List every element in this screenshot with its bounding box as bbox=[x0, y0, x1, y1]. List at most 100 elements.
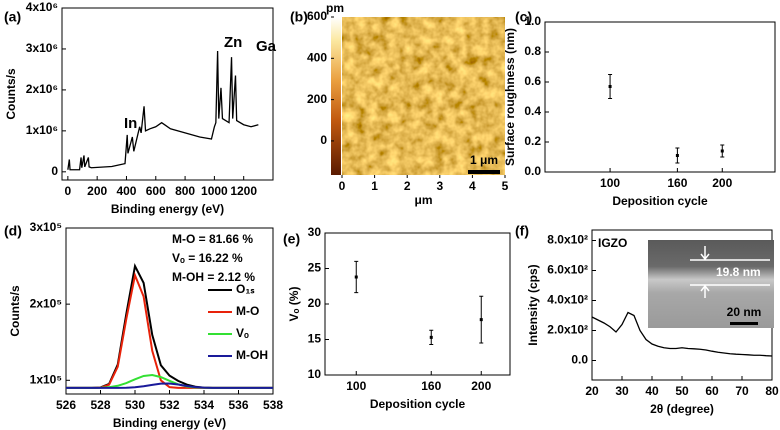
data-line bbox=[67, 50, 259, 171]
colorbar-tick-label: 400 bbox=[307, 50, 327, 64]
y-tick-label: 0.6 bbox=[524, 74, 541, 88]
afm-image bbox=[342, 17, 505, 175]
x-axis-label: Binding energy (eV) bbox=[113, 416, 226, 430]
colorbar-tick-label: 600 bbox=[307, 9, 327, 23]
x-tick-label: 526 bbox=[56, 398, 76, 412]
y-tick-label: 0.2 bbox=[524, 134, 541, 148]
y-axis-label: Vₒ (%) bbox=[287, 287, 301, 322]
data-point bbox=[675, 154, 679, 157]
annotation: Zn bbox=[224, 34, 242, 51]
y-tick-label: 25 bbox=[308, 261, 322, 275]
x-tick-label: 40 bbox=[645, 384, 659, 398]
y-tick-label: 0.4 bbox=[524, 104, 541, 118]
y-tick-label: 20 bbox=[308, 296, 322, 310]
data-point bbox=[479, 318, 483, 322]
plot-frame bbox=[544, 21, 776, 173]
annotation: Vₒ = 16.22 % bbox=[172, 251, 243, 265]
y-tick-label: 6.0x10² bbox=[547, 263, 588, 277]
y-tick-label: 1.0 bbox=[524, 14, 541, 28]
x-tick-label: 200 bbox=[471, 379, 491, 393]
y-axis-label: Intensity (cps) bbox=[526, 264, 540, 345]
scalebar bbox=[468, 170, 500, 174]
y-tick-label: 10 bbox=[308, 367, 322, 381]
scalebar-label: 1 μm bbox=[470, 153, 498, 167]
tem-inset bbox=[648, 240, 774, 328]
x-tick-label: 80 bbox=[765, 384, 779, 398]
x-tick-label: 1 bbox=[371, 179, 378, 193]
y-tick-label: 2.0x10² bbox=[547, 323, 588, 337]
annotation: M-O = 81.66 % bbox=[172, 232, 253, 246]
x-tick-label: 532 bbox=[159, 398, 179, 412]
x-tick-label: 200 bbox=[712, 176, 732, 190]
x-tick-label: 2 bbox=[404, 179, 411, 193]
x-tick-label: 534 bbox=[194, 398, 214, 412]
x-tick-label: 60 bbox=[705, 384, 719, 398]
x-tick-label: 100 bbox=[346, 379, 366, 393]
legend-label: Vₒ bbox=[236, 326, 249, 340]
y-tick-label: 8.0x10² bbox=[547, 233, 588, 247]
data-point bbox=[608, 85, 612, 88]
data-line bbox=[66, 382, 273, 389]
x-axis-label: 2θ (degree) bbox=[650, 402, 714, 416]
y-tick-label: 0.0 bbox=[524, 164, 541, 178]
y-tick-label: 2x10⁵ bbox=[30, 296, 62, 310]
y-tick-label: 15 bbox=[308, 332, 322, 346]
y-tick-label: 1x10⁵ bbox=[30, 372, 62, 386]
x-tick-label: 50 bbox=[675, 384, 689, 398]
thickness-arrows bbox=[690, 246, 770, 298]
x-tick-label: 600 bbox=[146, 184, 166, 198]
y-axis-label: Counts/s bbox=[8, 285, 22, 337]
y-tick-label: 0 bbox=[51, 164, 58, 178]
x-tick-label: 400 bbox=[116, 184, 136, 198]
x-axis-label: Binding energy (eV) bbox=[111, 202, 224, 216]
annotation: M-OH = 2.12 % bbox=[172, 270, 255, 284]
x-tick-label: 3 bbox=[436, 179, 443, 193]
x-tick-label: 530 bbox=[125, 398, 145, 412]
y-tick-label: 4x10⁶ bbox=[26, 0, 58, 14]
panel-label: (c) bbox=[515, 9, 532, 25]
x-tick-label: 0 bbox=[339, 179, 346, 193]
x-tick-label: 20 bbox=[585, 384, 599, 398]
x-tick-label: 528 bbox=[90, 398, 110, 412]
x-tick-label: 1000 bbox=[201, 184, 228, 198]
x-tick-label: 536 bbox=[228, 398, 248, 412]
y-tick-label: 30 bbox=[308, 225, 322, 239]
x-tick-label: 0 bbox=[65, 184, 72, 198]
x-tick-label: 160 bbox=[421, 379, 441, 393]
y-axis-label: Surface roughness (nm) bbox=[503, 28, 517, 166]
colorbar-tick-label: 200 bbox=[307, 92, 327, 106]
colorbar-unit: pm bbox=[326, 1, 344, 15]
annotation: Ga bbox=[256, 38, 277, 55]
x-axis-label: Deposition cycle bbox=[370, 397, 466, 411]
sample-label: IGZO bbox=[598, 236, 627, 250]
x-tick-label: 70 bbox=[735, 384, 749, 398]
x-tick-label: 5 bbox=[502, 179, 509, 193]
x-tick-label: 538 bbox=[263, 398, 283, 412]
data-line bbox=[591, 311, 773, 357]
panel-label: (b) bbox=[290, 9, 308, 25]
y-axis-label: Counts/s bbox=[4, 68, 18, 120]
thickness-label: 19.8 nm bbox=[716, 265, 761, 279]
colorbar bbox=[331, 17, 341, 175]
plot-frame bbox=[324, 232, 511, 376]
x-axis-label: μm bbox=[414, 193, 432, 207]
data-point bbox=[429, 335, 433, 339]
x-tick-label: 30 bbox=[615, 384, 629, 398]
legend-label: M-OH bbox=[236, 348, 268, 362]
x-tick-label: 100 bbox=[600, 176, 620, 190]
panel-label: (d) bbox=[4, 223, 22, 239]
data-point bbox=[720, 149, 724, 153]
annotation: In bbox=[124, 115, 137, 132]
tem-scalebar-label: 20 nm bbox=[727, 305, 762, 319]
y-tick-label: 0.0 bbox=[571, 353, 588, 367]
data-point bbox=[354, 275, 358, 279]
x-tick-label: 1200 bbox=[230, 184, 257, 198]
y-tick-label: 3x10⁵ bbox=[30, 220, 62, 234]
plot-frame bbox=[65, 227, 274, 395]
tem-scalebar bbox=[730, 322, 758, 325]
y-tick-label: 3x10⁶ bbox=[26, 41, 58, 55]
colorbar-tick-label: 0 bbox=[320, 133, 327, 147]
panel-label: (a) bbox=[4, 9, 21, 25]
panel-label: (e) bbox=[283, 231, 300, 247]
x-tick-label: 800 bbox=[175, 184, 195, 198]
